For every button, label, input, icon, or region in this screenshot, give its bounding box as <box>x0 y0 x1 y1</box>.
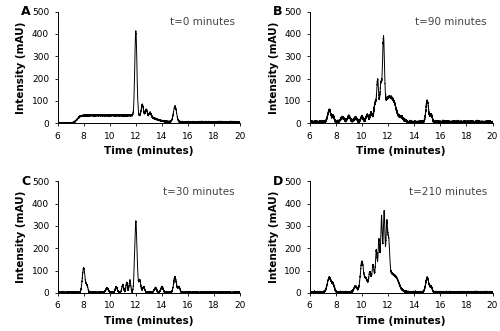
Text: t=0 minutes: t=0 minutes <box>170 17 235 27</box>
Text: A: A <box>21 5 30 18</box>
Y-axis label: Intensity (mAU): Intensity (mAU) <box>16 191 26 283</box>
X-axis label: Time (minutes): Time (minutes) <box>356 146 446 156</box>
Text: B: B <box>273 5 282 18</box>
Y-axis label: Intensity (mAU): Intensity (mAU) <box>16 21 26 114</box>
Y-axis label: Intensity (mAU): Intensity (mAU) <box>268 191 278 283</box>
Text: D: D <box>273 174 283 188</box>
Text: t=30 minutes: t=30 minutes <box>163 187 235 197</box>
Text: t=90 minutes: t=90 minutes <box>416 17 487 27</box>
Text: C: C <box>21 174 30 188</box>
Y-axis label: Intensity (mAU): Intensity (mAU) <box>268 21 278 114</box>
X-axis label: Time (minutes): Time (minutes) <box>104 146 194 156</box>
X-axis label: Time (minutes): Time (minutes) <box>104 316 194 326</box>
Text: t=210 minutes: t=210 minutes <box>409 187 487 197</box>
X-axis label: Time (minutes): Time (minutes) <box>356 316 446 326</box>
